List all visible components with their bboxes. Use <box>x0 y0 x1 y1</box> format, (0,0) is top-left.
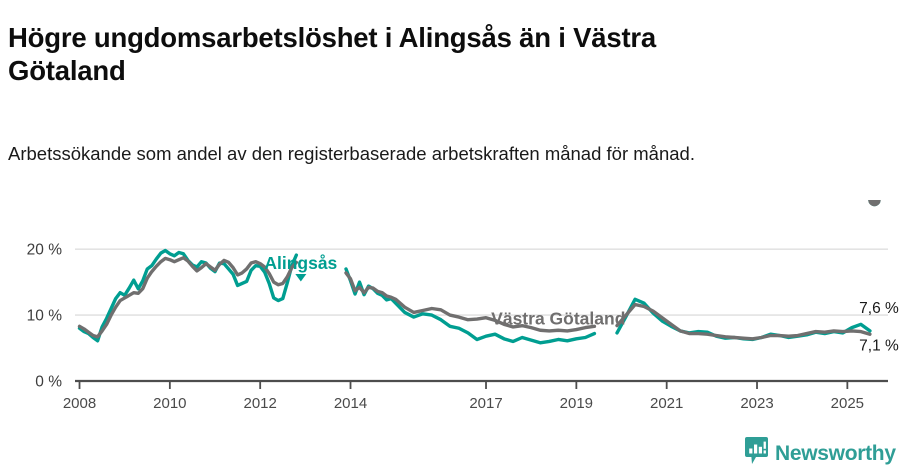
page-subtitle: Arbetssökande som andel av den registerb… <box>8 142 695 164</box>
endpoint-dot-v-stra-g-taland <box>868 200 881 207</box>
gridlines-group <box>75 248 888 383</box>
label-pointer-triangle-icon <box>295 273 307 282</box>
y-axis-tick-label: 10 % <box>27 308 63 325</box>
x-axis-tick-label: 2014 <box>334 395 367 412</box>
endpoint-value-label: 7,6 % <box>859 300 899 317</box>
x-axis-tick-label: 2017 <box>469 395 502 412</box>
x-axis-tick-label: 2025 <box>831 395 864 412</box>
data-series-group <box>77 248 872 345</box>
bar-chart-speech-bubble-icon <box>745 437 768 469</box>
y-axis-tick-labels: 0 % 10 % 20 % <box>27 242 63 391</box>
series-endpoint-markers <box>868 200 881 207</box>
series-name-label: Västra Götaland <box>491 308 625 328</box>
newsworthy-wordmark: Newsworthy <box>775 441 896 465</box>
newsworthy-logo[interactable]: Newsworthy <box>745 437 896 469</box>
y-axis-tick-label: 0 % <box>35 374 62 391</box>
x-axis-tick-label: 2012 <box>243 395 276 412</box>
x-axis: 2008 2010 2012 2014 2017 2019 2021 2023 2025 <box>63 381 864 412</box>
chart-annotations: Alingsås Västra Götaland 7,6 % 7,1 % <box>264 253 899 355</box>
x-axis-tick-label: 2010 <box>153 395 186 412</box>
series-line-v-stra-g-taland <box>344 271 597 333</box>
series-line-v-stra-g-taland <box>77 256 299 339</box>
page-title: Högre ungdomsarbetslöshet i Alingsås än … <box>8 22 657 86</box>
endpoint-value-label: 7,1 % <box>859 338 899 355</box>
line-chart-svg: 0 % 10 % 20 % 2008 2010 2012 2014 2017 2019 2021… <box>27 200 899 412</box>
y-axis-tick-label: 20 % <box>27 242 63 259</box>
x-axis-tick-label: 2008 <box>63 395 96 412</box>
series-name-label: Alingsås <box>264 253 337 273</box>
series-line-v-stra-g-taland <box>615 302 872 341</box>
x-axis-tick-label: 2023 <box>740 395 773 412</box>
chart-plot-area: 0 % 10 % 20 % 2008 2010 2012 2014 2017 2019 2021… <box>0 200 900 415</box>
x-axis-tick-label: 2019 <box>560 395 593 412</box>
series-line-alings-s <box>615 297 872 342</box>
x-axis-tick-label: 2021 <box>650 395 683 412</box>
